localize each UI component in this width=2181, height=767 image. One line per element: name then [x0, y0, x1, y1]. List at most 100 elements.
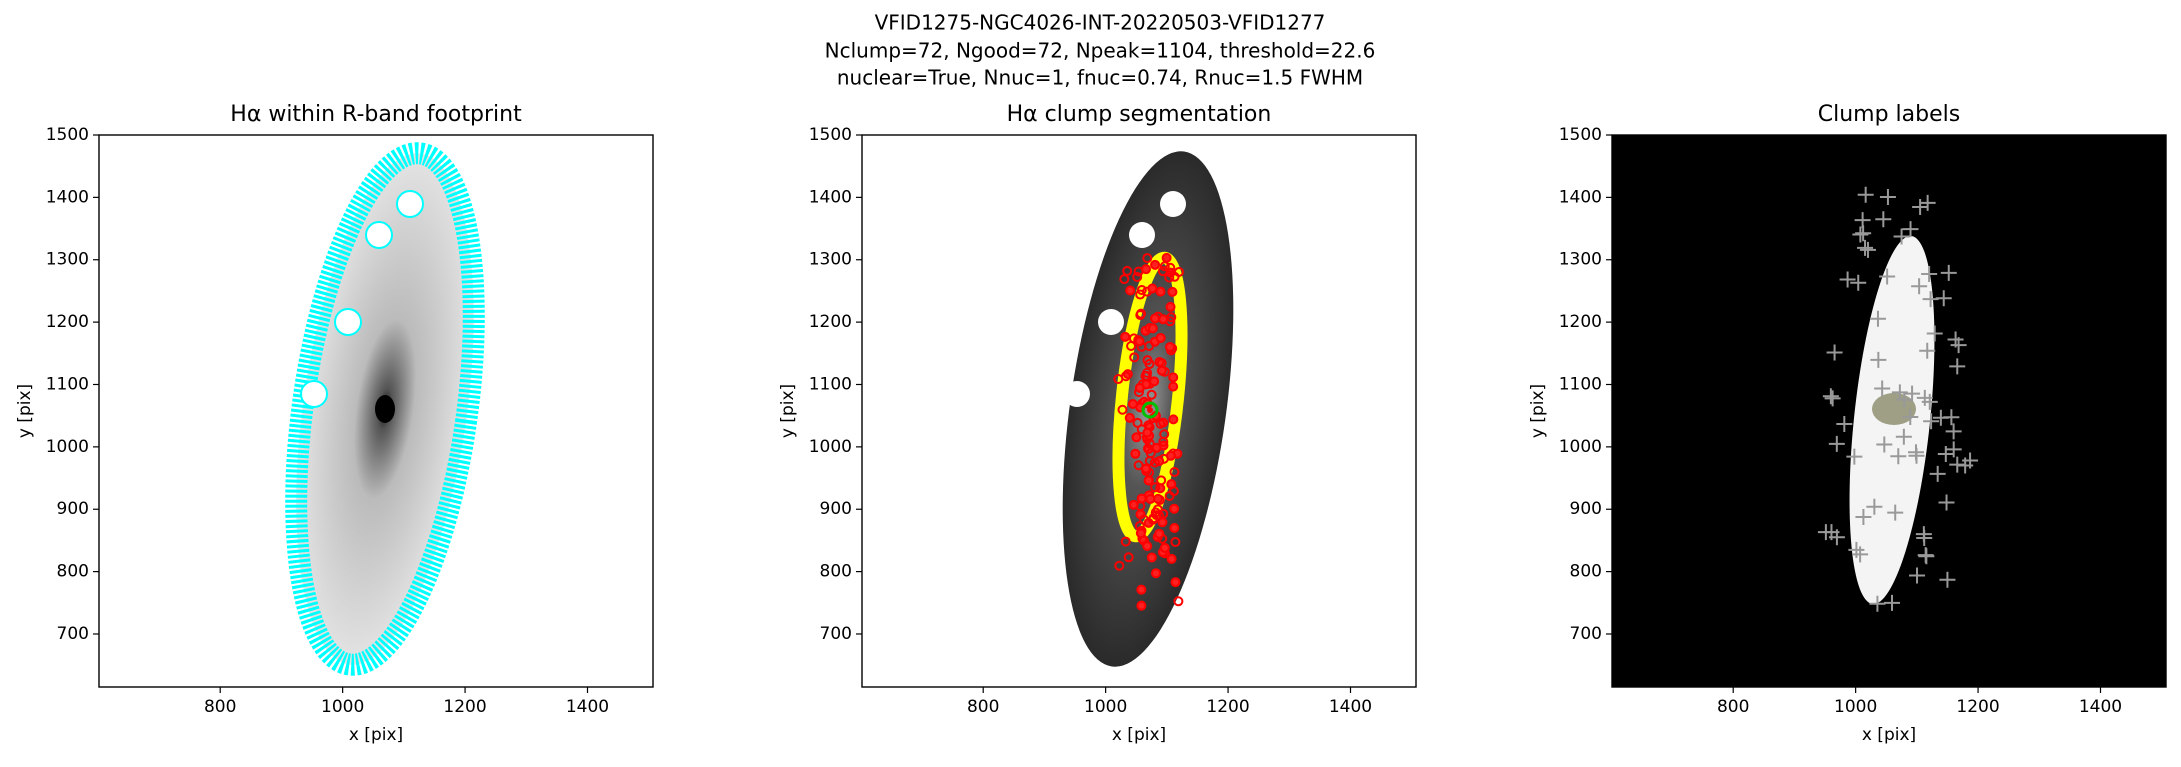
clump-label [1940, 264, 1957, 281]
clump-marker [1167, 286, 1178, 297]
clump-marker [1158, 436, 1169, 447]
y-tick-label: 1000 [809, 437, 852, 457]
image [1062, 151, 1234, 667]
clump-label [1902, 408, 1919, 425]
x-axis-label: x [pix] [349, 725, 403, 745]
clump-marker [1117, 404, 1128, 415]
clump-marker [1136, 493, 1147, 504]
clump-label [1884, 594, 1901, 611]
clump-label [1850, 274, 1867, 291]
clump-marker [1168, 372, 1179, 383]
clump-marker [1132, 271, 1143, 282]
clump-marker [1136, 285, 1147, 296]
clump-label [1909, 567, 1926, 584]
clump-marker [1150, 568, 1161, 579]
y-tick-label: 1500 [809, 125, 852, 145]
clump-label [1824, 390, 1841, 407]
clump-marker [1164, 272, 1175, 283]
clump-marker [1123, 552, 1134, 563]
clump-marker [1150, 313, 1161, 324]
suptitle: nuclear=True, Nnuc=1, fnuc=0.74, Rnuc=1.… [837, 66, 1363, 90]
panel-title: Hα within R-band footprint [230, 102, 522, 127]
clump-label [1876, 436, 1893, 453]
clump-marker [1173, 596, 1184, 607]
clump-marker [1164, 491, 1175, 502]
x-tick-label: 1400 [566, 697, 609, 717]
clump-label [1939, 571, 1956, 588]
image [285, 142, 485, 676]
clump-marker [1158, 314, 1169, 325]
clump-label [1887, 504, 1904, 521]
clump-label [1902, 221, 1919, 238]
clump-label [1893, 228, 1910, 245]
clump-label [1917, 547, 1934, 564]
clump-marker [1150, 482, 1161, 493]
clump-label [1852, 546, 1869, 563]
clump-label [1859, 241, 1876, 258]
clump-marker [1142, 427, 1153, 438]
y-tick-label: 900 [1570, 499, 1602, 519]
clump-label [1857, 186, 1874, 203]
x-tick-label: 1000 [1834, 697, 1877, 717]
clump-label [1866, 498, 1883, 515]
clump-label [1839, 271, 1856, 288]
clump-label [1943, 409, 1960, 426]
clump-marker [1165, 262, 1176, 273]
y-tick-label: 1300 [1559, 250, 1602, 270]
clump-marker [1146, 552, 1157, 563]
x-axis-label: x [pix] [1112, 725, 1166, 745]
clump-marker [1169, 523, 1180, 534]
clump-label [1935, 290, 1952, 307]
clump-marker [1165, 450, 1176, 461]
y-axis-label: y [pix] [1528, 384, 1548, 438]
clump-marker [1119, 274, 1130, 285]
clump-label [1912, 199, 1929, 216]
clump-marker [1168, 381, 1179, 392]
clump-label [1890, 448, 1907, 465]
clump-label [1875, 211, 1892, 228]
y-tick-label: 1400 [1559, 187, 1602, 207]
clump-label [1957, 457, 1974, 474]
clump-label [1854, 212, 1871, 229]
clump-marker [1132, 417, 1143, 428]
suptitle: VFID1275-NGC4026-INT-20220503-VFID1277 [875, 11, 1326, 35]
y-tick-label: 800 [1570, 562, 1602, 582]
clump-label [1916, 529, 1933, 546]
clump-label [1945, 423, 1962, 440]
clump-label [1879, 188, 1896, 205]
clump-marker [1165, 301, 1176, 312]
y-tick-label: 1500 [46, 125, 89, 145]
clump-marker [1144, 438, 1155, 449]
y-tick-label: 1300 [46, 250, 89, 270]
clump-marker [1152, 504, 1163, 515]
clump-marker [1169, 503, 1180, 514]
clump-marker [1170, 536, 1181, 547]
suptitle: Nclump=72, Ngood=72, Npeak=1104, thresho… [825, 39, 1376, 63]
y-tick-label: 1000 [46, 437, 89, 457]
y-tick-label: 700 [1570, 624, 1602, 644]
clump-label [1874, 380, 1891, 397]
clump-marker [1145, 448, 1156, 459]
clump-marker [1155, 286, 1166, 297]
clump-label [1926, 325, 1943, 342]
clump-label [1879, 268, 1896, 285]
clump-marker [1125, 285, 1136, 296]
axes-frame [98, 134, 654, 688]
clump-marker [1120, 331, 1131, 342]
y-tick-label: 1100 [809, 374, 852, 394]
clump-marker [1127, 398, 1138, 409]
clump-marker [1120, 536, 1131, 547]
clump-marker [1120, 371, 1131, 382]
clump-marker [1136, 308, 1147, 319]
clump-label [1846, 448, 1863, 465]
clump-marker [1134, 382, 1145, 393]
clump-marker [1154, 528, 1165, 539]
y-tick-label: 1300 [809, 250, 852, 270]
clump-label [1826, 344, 1843, 361]
y-tick-label: 1200 [1559, 312, 1602, 332]
clump-marker [1136, 584, 1147, 595]
clump-marker [1169, 271, 1180, 282]
clump-marker [1134, 336, 1145, 347]
clump-marker [1124, 412, 1135, 423]
